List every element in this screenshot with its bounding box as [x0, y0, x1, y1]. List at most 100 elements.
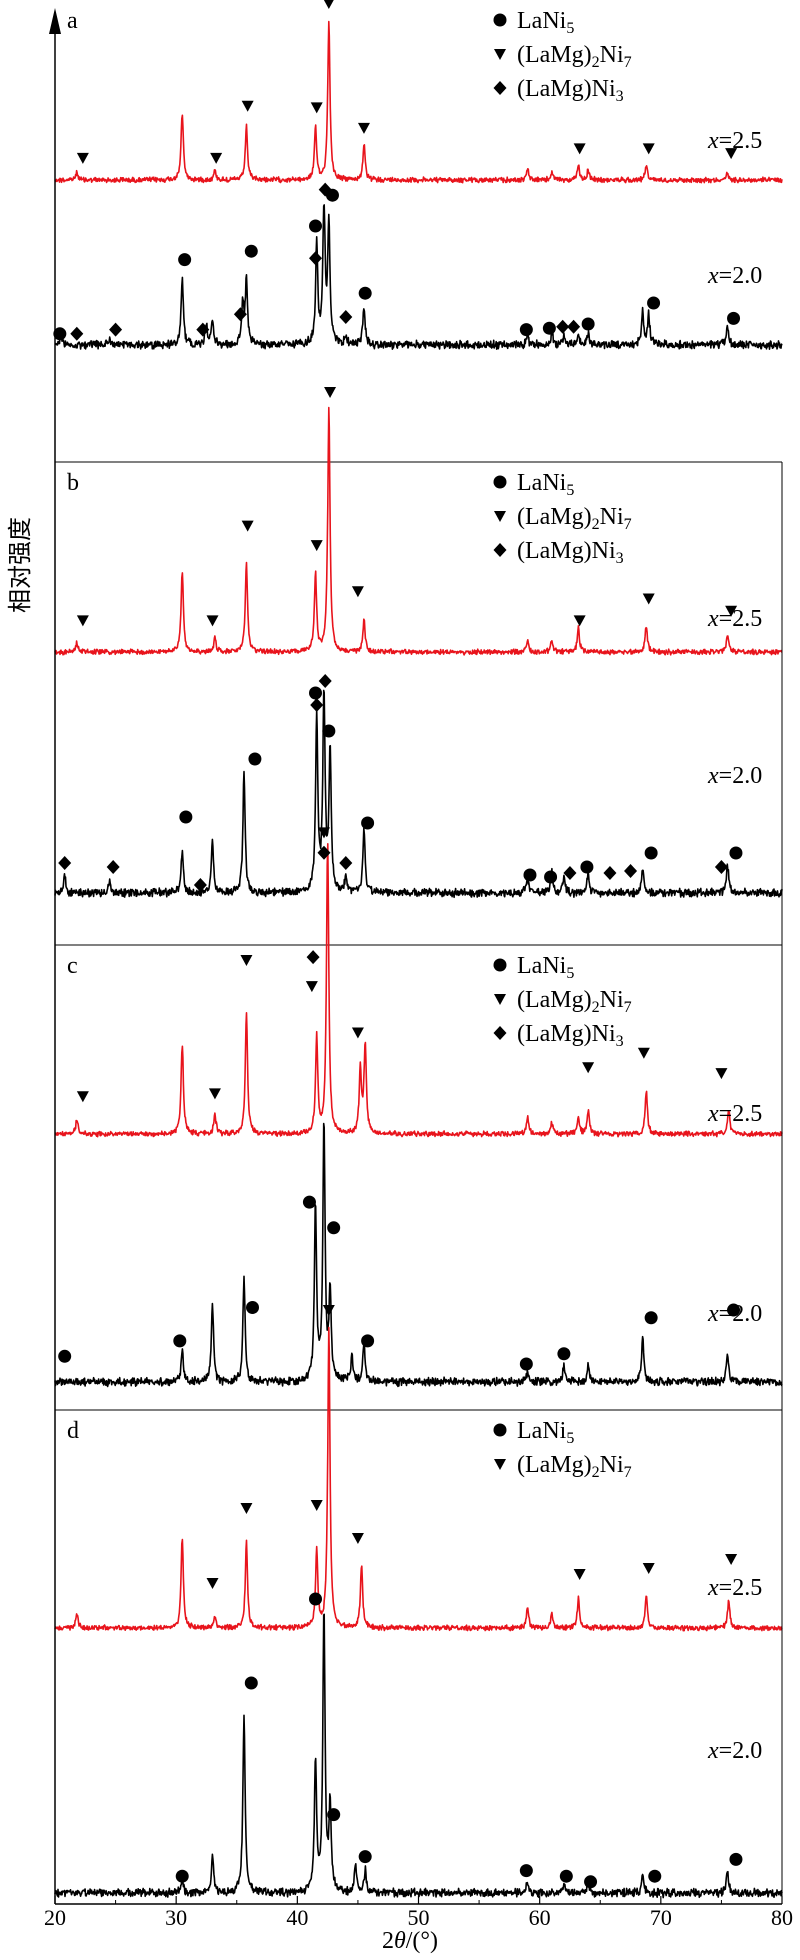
legend-marker-circle	[493, 13, 507, 27]
legend-entry: (LaMg)2Ni7	[494, 1452, 632, 1481]
phase-marker-circle	[523, 868, 537, 882]
legend-marker-circle	[493, 1423, 507, 1437]
phase-marker-circle	[361, 816, 375, 830]
y-axis-label: 相对强度	[6, 517, 34, 613]
phase-marker-triangle	[76, 152, 89, 164]
x-ticks: 20 30 40 50 60 70 80	[44, 1896, 793, 1930]
phase-marker-circle	[309, 219, 323, 233]
phase-marker-diamond	[339, 310, 353, 324]
phase-marker-diamond	[567, 319, 581, 334]
panel-d: d LaNi5 (LaMg)2Ni7 x=2.5 x=2.0	[54, 1305, 783, 1899]
phase-marker-triangle	[357, 122, 370, 134]
xrd-pattern-line	[54, 204, 783, 351]
phase-marker-circle	[244, 1676, 258, 1690]
legend-marker-triangle	[494, 511, 506, 522]
panel-label: b	[67, 470, 79, 496]
x-tick-label: 60	[529, 1905, 551, 1930]
phase-marker-circle	[309, 686, 323, 700]
legend-label: (LaMg)2Ni7	[517, 987, 632, 1016]
phase-marker-diamond	[109, 322, 123, 337]
phase-marker-diamond	[309, 251, 323, 266]
phase-marker-triangle	[324, 386, 337, 398]
x-tick-label: 50	[408, 1905, 430, 1930]
phase-marker-circle	[178, 253, 192, 267]
phase-marker-circle	[580, 860, 594, 874]
series-x2-0: x=2.0	[54, 674, 783, 899]
legend-entry: LaNi5	[493, 953, 574, 982]
panel-label: c	[67, 953, 78, 979]
phase-marker-triangle	[322, 1305, 335, 1316]
phase-marker-circle	[179, 810, 193, 824]
phase-marker-circle	[647, 296, 661, 310]
phase-marker-circle	[557, 1347, 571, 1361]
phase-marker-triangle	[240, 955, 253, 966]
phase-marker-circle	[584, 1875, 598, 1889]
xrd-pattern-line	[54, 406, 783, 656]
panel-label: a	[67, 8, 78, 34]
legend-entry: LaNi5	[493, 8, 574, 37]
phase-marker-triangle	[642, 1563, 655, 1574]
phase-marker-diamond	[714, 860, 728, 874]
x-tick-label: 70	[650, 1905, 672, 1930]
phase-marker-triangle	[351, 1027, 364, 1039]
phase-marker-triangle	[725, 1554, 738, 1565]
xrd-pattern-line	[54, 20, 783, 184]
phase-marker-circle	[559, 1869, 573, 1883]
phase-marker-triangle	[310, 102, 323, 114]
phase-marker-circle	[248, 752, 262, 766]
series-x2-5: x=2.5	[54, 1305, 783, 1632]
phase-marker-diamond	[339, 856, 353, 870]
phase-marker-circle	[648, 1869, 662, 1883]
phase-marker-circle	[327, 1808, 341, 1822]
legend-label: (LaMg)Ni3	[517, 538, 624, 567]
phase-marker-triangle	[241, 100, 254, 112]
phase-marker-triangle	[206, 1578, 219, 1589]
phase-marker-diamond	[310, 698, 324, 712]
phase-marker-triangle	[351, 586, 364, 598]
legend-entry: (LaMg)Ni3	[493, 538, 624, 567]
series-x2-0: x=2.0	[54, 1122, 783, 1388]
phase-marker-triangle	[715, 1068, 728, 1080]
series-label: x=2.0	[707, 1738, 762, 1764]
xrd-pattern-line	[54, 1613, 783, 1899]
phase-marker-diamond	[306, 950, 320, 965]
phase-marker-triangle	[208, 1088, 221, 1100]
phase-marker-triangle	[573, 1569, 586, 1580]
legend-marker-diamond	[493, 81, 507, 95]
series-label: x=2.5	[707, 1101, 762, 1127]
series-x2-5: x=2.5	[54, 0, 783, 184]
legend-entry: (LaMg)Ni3	[493, 1021, 624, 1050]
phase-marker-circle	[358, 286, 372, 300]
legend-marker-circle	[493, 475, 507, 489]
phase-marker-circle	[173, 1334, 187, 1348]
panel-label: d	[67, 1418, 79, 1444]
legend-label: LaNi5	[517, 8, 574, 37]
y-axis-arrow	[49, 8, 61, 34]
phase-marker-circle	[175, 1869, 189, 1883]
phase-marker-diamond	[58, 856, 72, 870]
phase-marker-circle	[729, 846, 743, 860]
phase-marker-circle	[519, 1357, 533, 1371]
phase-marker-triangle	[323, 0, 334, 10]
phase-marker-diamond	[70, 326, 84, 341]
phase-marker-triangle	[725, 605, 738, 617]
phase-marker-circle	[644, 1311, 658, 1325]
phase-marker-circle	[302, 1195, 316, 1209]
phase-marker-diamond	[106, 860, 120, 874]
x-tick-label: 30	[165, 1905, 187, 1930]
series-label: x=2.5	[707, 1575, 762, 1601]
phase-marker-circle	[325, 188, 339, 202]
x-tick-label: 20	[44, 1905, 66, 1930]
legend-label: (LaMg)2Ni7	[517, 1452, 632, 1481]
phase-marker-circle	[542, 321, 556, 335]
series-label: x=2.5	[707, 128, 762, 154]
legend-label: LaNi5	[517, 470, 574, 499]
phase-marker-triangle	[725, 148, 738, 160]
phase-marker-diamond	[556, 319, 570, 334]
phase-marker-diamond	[233, 307, 247, 322]
phase-marker-triangle	[76, 1091, 89, 1103]
phase-marker-triangle	[76, 615, 89, 627]
phase-marker-circle	[519, 323, 533, 337]
legend-entry: LaNi5	[493, 1418, 574, 1447]
